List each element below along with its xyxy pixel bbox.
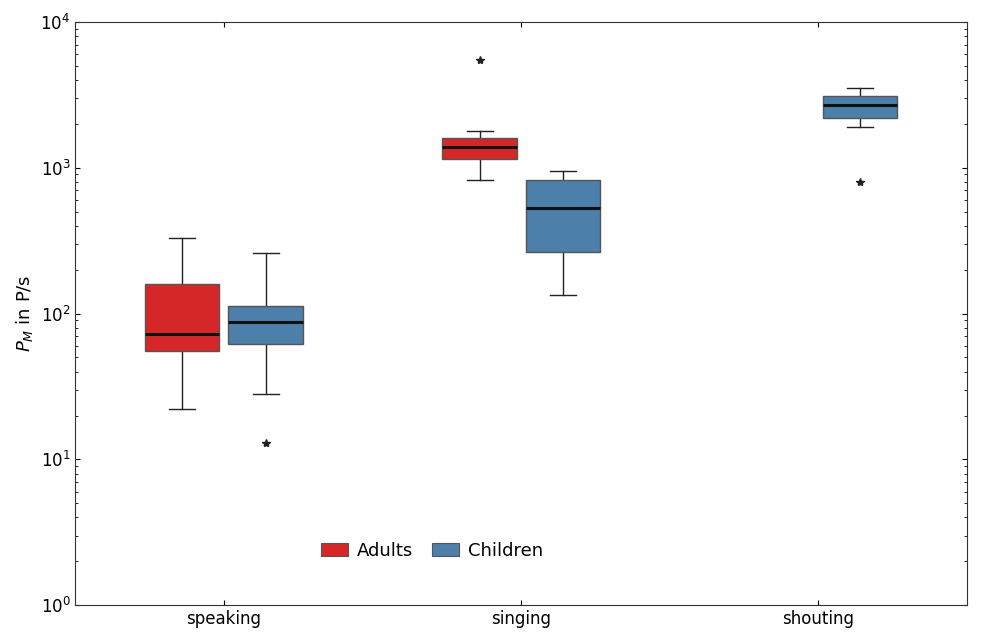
Bar — [526, 180, 600, 252]
Bar — [145, 284, 220, 351]
Y-axis label: $P_M$ in P/s: $P_M$ in P/s — [14, 275, 35, 352]
Legend: Adults, Children: Adults, Children — [314, 535, 550, 567]
Bar — [823, 96, 898, 118]
Bar — [442, 138, 517, 159]
Bar — [229, 306, 303, 344]
